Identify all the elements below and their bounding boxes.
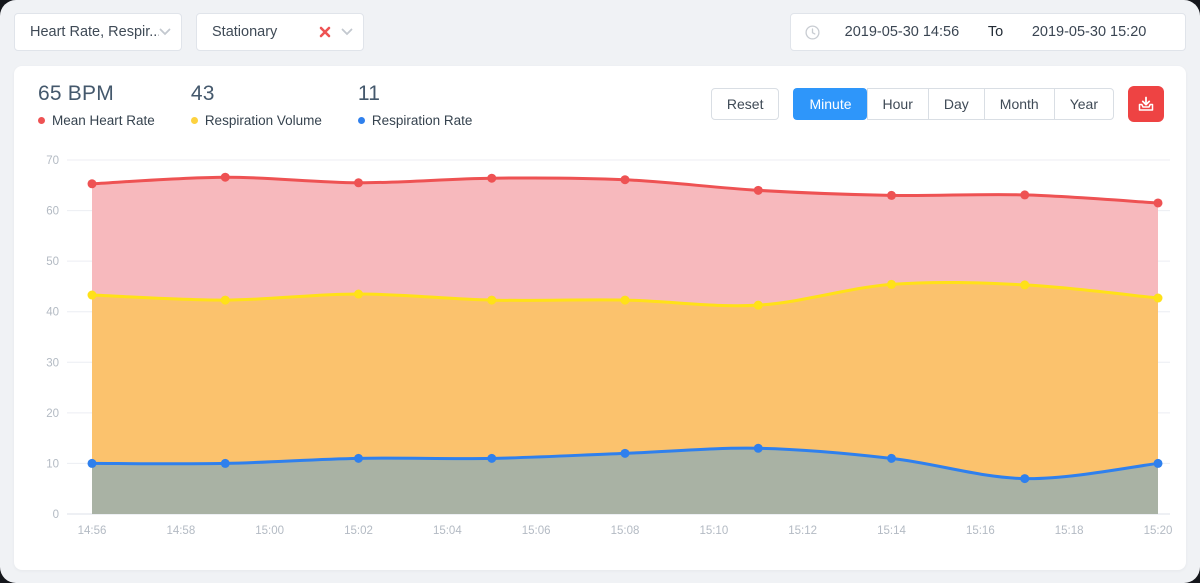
stat-mean-heart-rate: 65 BPM Mean Heart Rate xyxy=(38,82,155,128)
clock-icon xyxy=(805,24,820,40)
legend-dot-heart-rate xyxy=(38,117,45,124)
date-range-picker[interactable]: 2019-05-30 14:56 To 2019-05-30 15:20 xyxy=(790,13,1186,51)
date-range-end[interactable]: 2019-05-30 15:20 xyxy=(1031,24,1147,40)
clear-selection-icon[interactable] xyxy=(319,26,331,38)
stat-value: 43 xyxy=(190,82,215,105)
stat-value: 11 xyxy=(357,82,381,105)
legend-dot-respiration-rate xyxy=(357,117,365,124)
stat-respiration-rate: 11 Respiration Rate xyxy=(357,82,473,128)
svg-text:15:06: 15:06 xyxy=(522,525,551,537)
granularity-button-group: Minute Hour Day Month Year xyxy=(793,88,1114,120)
reset-button[interactable]: Reset xyxy=(710,88,780,120)
svg-text:50: 50 xyxy=(46,256,59,268)
svg-text:15:02: 15:02 xyxy=(344,525,373,537)
svg-text:15:04: 15:04 xyxy=(433,525,462,537)
stat-value: 65 BPM xyxy=(38,82,114,105)
stat-label: Mean Heart Rate xyxy=(52,113,155,128)
svg-text:40: 40 xyxy=(46,307,59,319)
svg-text:0: 0 xyxy=(53,509,59,521)
svg-text:15:20: 15:20 xyxy=(1144,525,1173,537)
download-export-icon xyxy=(1137,95,1155,113)
granularity-day-button[interactable]: Day xyxy=(927,88,984,120)
granularity-minute-button[interactable]: Minute xyxy=(793,88,867,120)
svg-text:14:56: 14:56 xyxy=(78,525,107,537)
date-range-start[interactable]: 2019-05-30 14:56 xyxy=(844,24,960,40)
top-filter-bar: Heart Rate, Respir... Stationary 2019-05… xyxy=(0,0,1200,51)
chevron-down-icon xyxy=(159,28,171,36)
granularity-month-button[interactable]: Month xyxy=(983,88,1054,120)
svg-text:70: 70 xyxy=(46,155,59,167)
svg-text:15:00: 15:00 xyxy=(255,525,284,537)
metric-select[interactable]: Heart Rate, Respir... xyxy=(14,13,182,51)
stat-respiration-volume: 43 Respiration Volume xyxy=(190,82,322,128)
svg-text:60: 60 xyxy=(46,206,59,218)
granularity-hour-button[interactable]: Hour xyxy=(866,88,928,120)
svg-text:15:08: 15:08 xyxy=(611,525,640,537)
vitals-area-chart: 0 10 20 30 40 50 60 70 14:56 14:58 15:00 15:02 15:04… xyxy=(46,155,1173,537)
vitals-card: 65 BPM Mean Heart Rate 43 Respiration Vo… xyxy=(14,66,1186,570)
svg-text:15:18: 15:18 xyxy=(1055,525,1084,537)
chart-area[interactable]: 0 10 20 30 40 50 60 70 14:56 14:58 15:00 15:02 15:04… xyxy=(14,128,1186,549)
date-range-separator: To xyxy=(987,24,1004,40)
chart-toolbar: Reset Minute Hour Day Month Year xyxy=(710,86,1164,122)
svg-text:15:12: 15:12 xyxy=(788,525,817,537)
stat-label: Respiration Rate xyxy=(371,113,473,128)
svg-text:15:10: 15:10 xyxy=(699,525,728,537)
svg-text:14:58: 14:58 xyxy=(166,525,195,537)
stats-legend: 65 BPM Mean Heart Rate 43 Respiration Vo… xyxy=(38,82,472,128)
granularity-year-button[interactable]: Year xyxy=(1053,88,1114,120)
svg-text:10: 10 xyxy=(46,458,59,470)
chevron-down-icon xyxy=(341,28,353,36)
metric-select-value: Heart Rate, Respir... xyxy=(30,24,159,40)
stat-label: Respiration Volume xyxy=(204,113,322,128)
export-button[interactable] xyxy=(1128,86,1164,122)
svg-text:20: 20 xyxy=(46,408,59,420)
activity-select[interactable]: Stationary xyxy=(196,13,364,51)
legend-dot-respiration-volume xyxy=(190,117,198,124)
card-header: 65 BPM Mean Heart Rate 43 Respiration Vo… xyxy=(14,66,1186,128)
svg-text:15:14: 15:14 xyxy=(877,525,906,537)
activity-select-value: Stationary xyxy=(212,24,278,40)
svg-text:15:16: 15:16 xyxy=(966,525,995,537)
svg-text:30: 30 xyxy=(46,357,59,369)
